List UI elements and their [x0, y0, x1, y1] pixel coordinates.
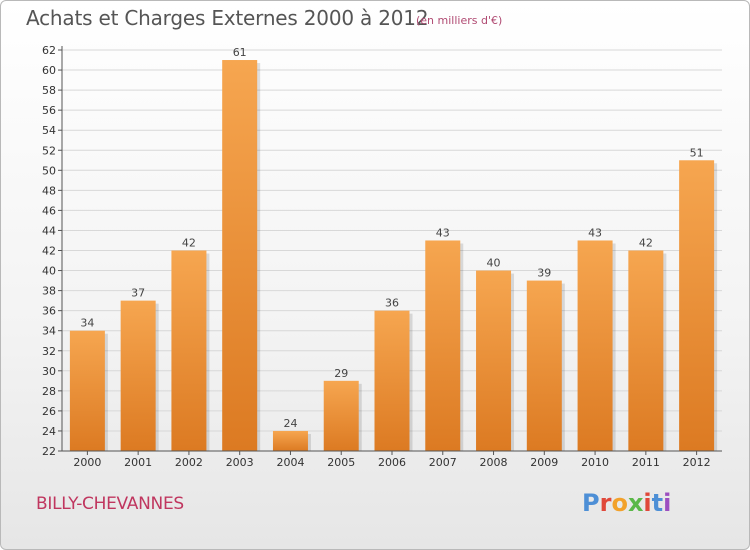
bar-value-label: 39 [537, 267, 551, 280]
x-tick-label: 2009 [530, 456, 558, 469]
y-tick-label: 58 [42, 84, 56, 97]
x-tick-label: 2002 [175, 456, 203, 469]
bar-2012 [679, 160, 715, 451]
bar-value-label: 51 [690, 146, 704, 159]
y-tick-label: 24 [42, 425, 56, 438]
brand-letter: i [643, 489, 652, 517]
bar-value-label: 40 [487, 257, 501, 270]
x-tick-label: 2004 [276, 456, 304, 469]
bar-value-label: 61 [233, 46, 247, 59]
y-tick-label: 22 [42, 445, 56, 458]
bar-value-label: 42 [182, 237, 196, 250]
x-tick-label: 2003 [226, 456, 254, 469]
bar-2008 [476, 270, 512, 451]
bar-value-label: 37 [131, 287, 145, 300]
x-tick-label: 2005 [327, 456, 355, 469]
bar-2003 [222, 60, 258, 452]
y-tick-label: 54 [42, 124, 56, 137]
y-tick-label: 28 [42, 385, 56, 398]
bar-2005 [323, 380, 359, 451]
y-tick-label: 56 [42, 104, 56, 117]
bar-2011 [628, 250, 664, 451]
brand-letter: i [663, 489, 672, 517]
y-tick-label: 32 [42, 345, 56, 358]
brand-letter: r [599, 489, 612, 517]
bar-2000 [69, 330, 105, 451]
brand-letter: P [582, 489, 600, 517]
x-tick-label: 2000 [73, 456, 101, 469]
y-tick-label: 40 [42, 265, 56, 278]
bar-value-label: 36 [385, 297, 399, 310]
brand-letter: x [627, 489, 644, 517]
bar-value-label: 29 [334, 367, 348, 380]
y-tick-label: 62 [42, 44, 56, 57]
x-tick-label: 2008 [480, 456, 508, 469]
axes: 22 24 26 28 30 32 34 36 38 40 42 44 46 48 50 52 54 56 58 60… [42, 44, 722, 469]
x-tick-label: 2006 [378, 456, 406, 469]
y-tick-label: 60 [42, 64, 56, 77]
y-tick-label: 50 [42, 164, 56, 177]
x-tick-label: 2012 [683, 456, 711, 469]
brand-letter: o [611, 489, 628, 517]
y-tick-label: 34 [42, 325, 56, 338]
chart-subtitle: (en milliers d'€) [416, 14, 503, 27]
bar-2004 [272, 430, 308, 451]
commune-name: BILLY-CHEVANNES [36, 494, 184, 514]
bar-value-label: 43 [436, 226, 450, 239]
bar-value-label: 34 [80, 317, 94, 330]
y-tick-label: 42 [42, 245, 56, 258]
bar-2006 [374, 310, 410, 451]
bar-value-label: 42 [639, 237, 653, 250]
x-tick-label: 2010 [581, 456, 609, 469]
x-tick-label: 2007 [429, 456, 457, 469]
bar-value-label: 43 [588, 226, 602, 239]
x-tick-label: 2001 [124, 456, 152, 469]
y-tick-label: 48 [42, 184, 56, 197]
proxiti-logo: Proxiti [582, 489, 671, 517]
x-tick-label: 2011 [632, 456, 660, 469]
y-tick-label: 44 [42, 224, 56, 237]
bar-2007 [425, 240, 461, 451]
bar-2010 [577, 240, 613, 451]
y-tick-label: 36 [42, 305, 56, 318]
bar-value-label: 24 [283, 417, 297, 430]
y-tick-label: 38 [42, 285, 56, 298]
y-tick-label: 52 [42, 144, 56, 157]
y-tick-label: 30 [42, 365, 56, 378]
brand-letter: t [651, 489, 664, 517]
bar-2001 [120, 300, 156, 451]
bar-2009 [526, 280, 562, 451]
bars: 34 37 42 61 24 29 36 43 40 39 43 42 51 [69, 46, 718, 452]
y-tick-label: 26 [42, 405, 56, 418]
y-tick-label: 46 [42, 204, 56, 217]
bar-2002 [171, 250, 207, 451]
chart-title: Achats et Charges Externes 2000 à 2012 [26, 6, 429, 30]
